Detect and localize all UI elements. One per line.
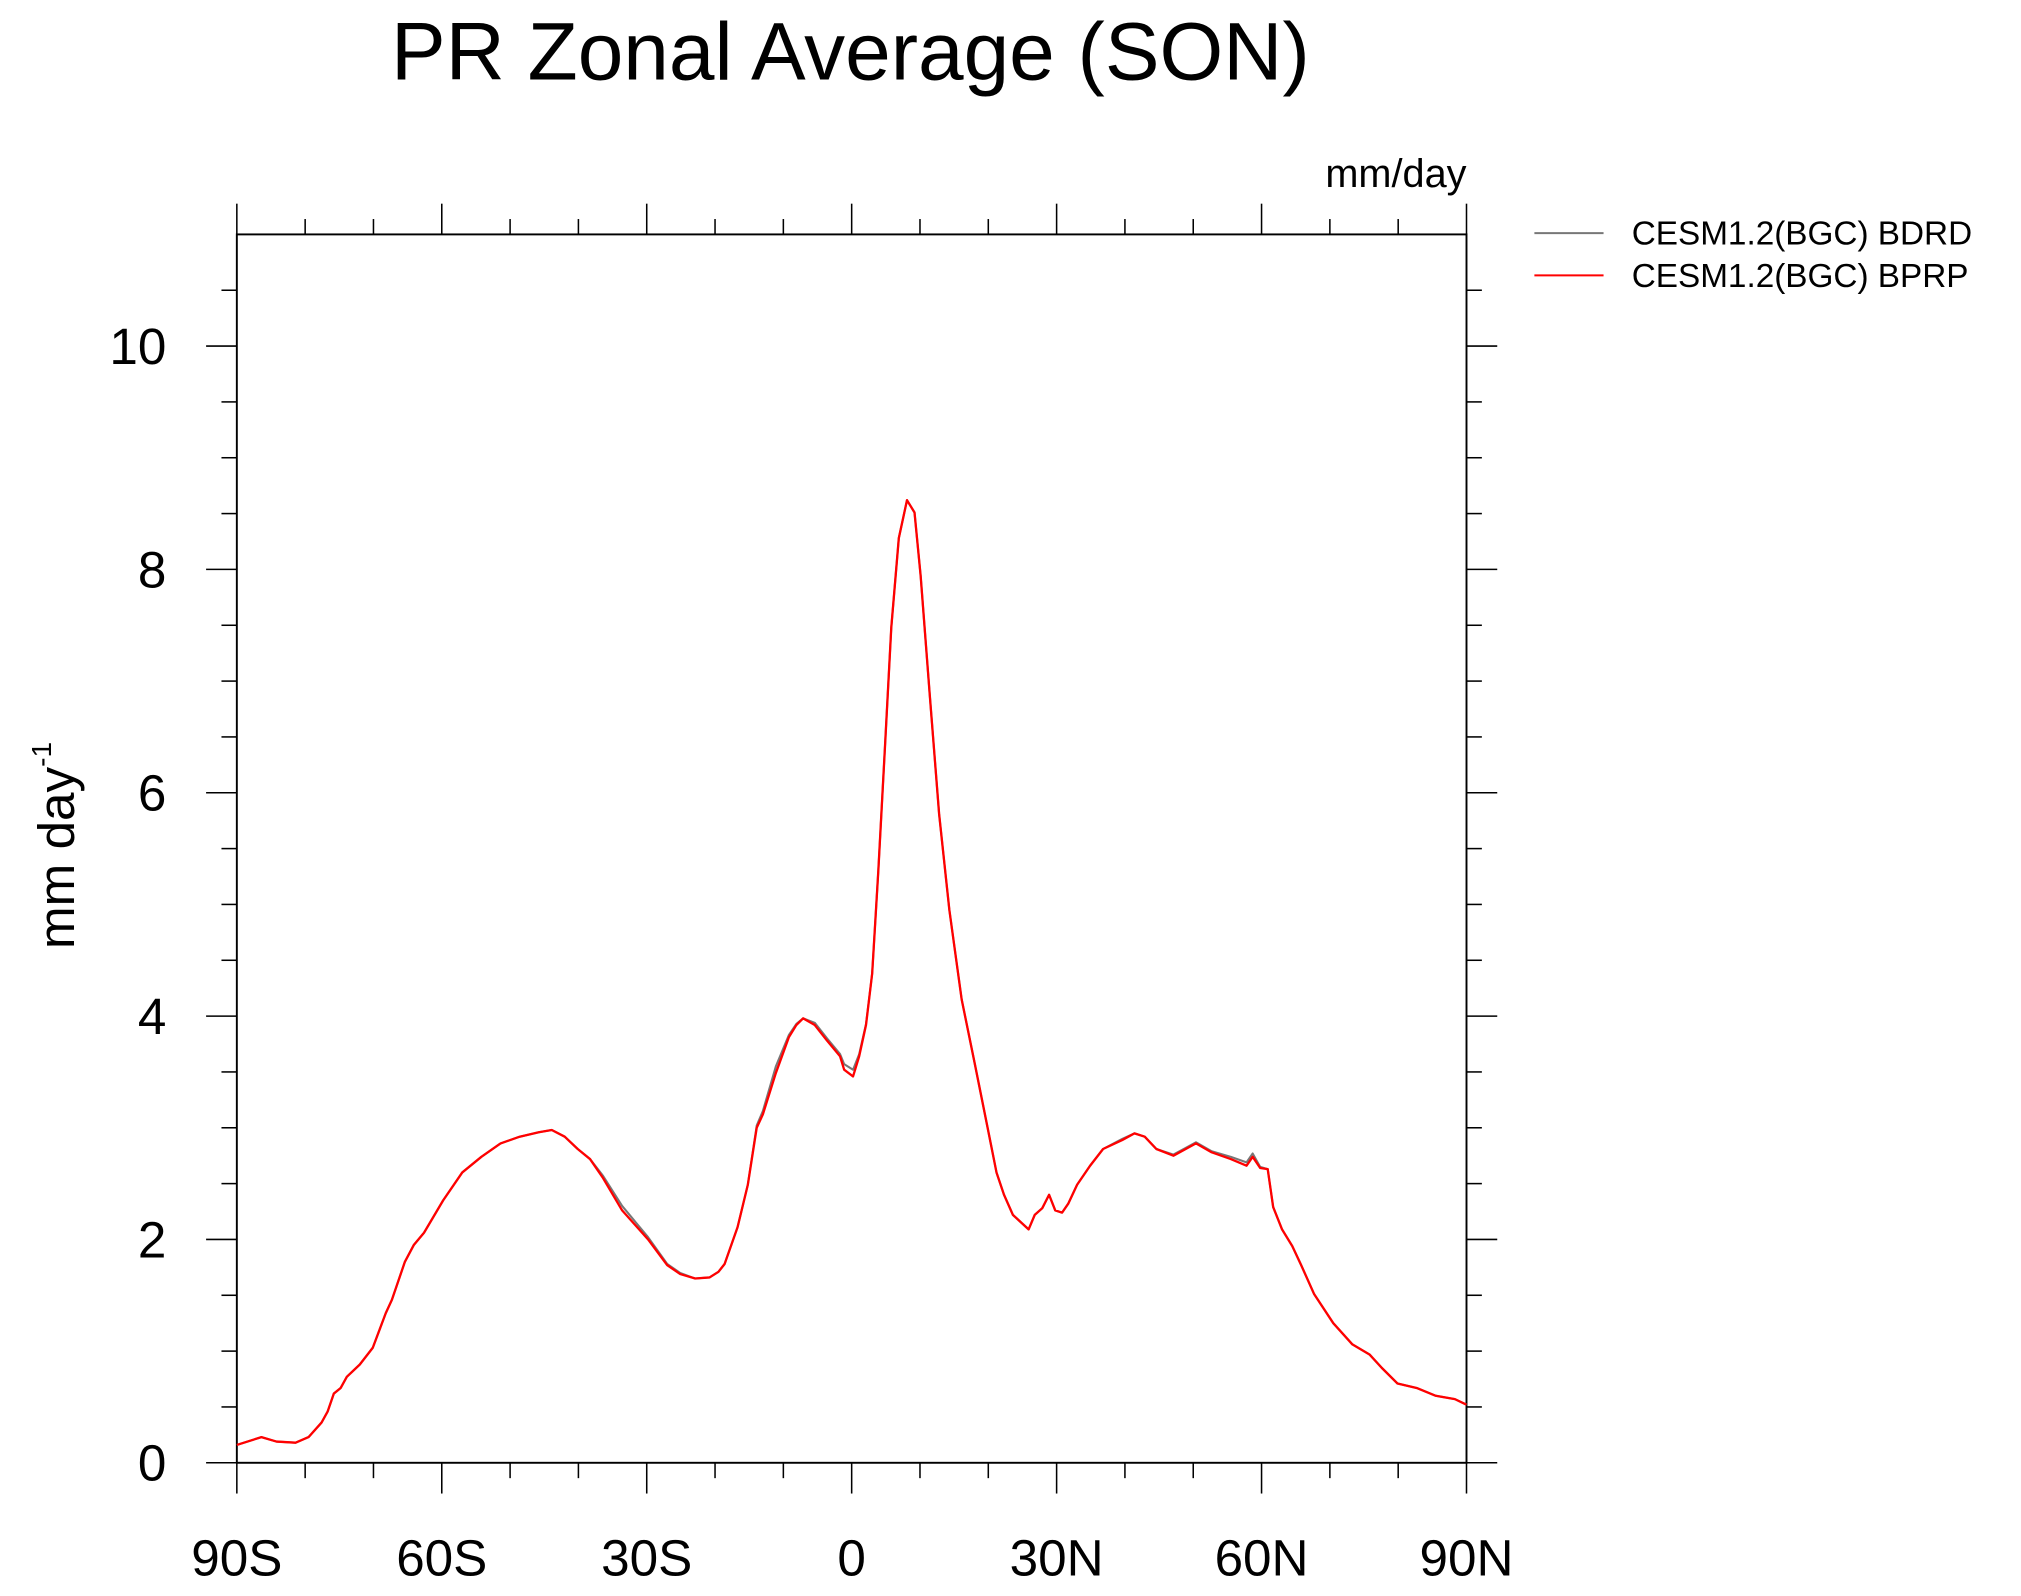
y-axis-label-superscript: -1 xyxy=(25,742,57,767)
x-tick-label: 30S xyxy=(601,1530,692,1587)
y-tick-label: 8 xyxy=(138,541,167,598)
x-tick-label: 30N xyxy=(1010,1530,1104,1587)
legend-label: CESM1.2(BGC) BPRP xyxy=(1632,258,1969,295)
plot-frame xyxy=(235,233,1468,1464)
y-tick-label: 6 xyxy=(138,765,167,822)
y-axis-label-text: mm day xyxy=(28,766,85,949)
x-tick-label: 90N xyxy=(1420,1530,1514,1587)
x-tick-label: 90S xyxy=(191,1530,282,1587)
y-tick-label: 2 xyxy=(138,1211,167,1268)
units-label: mm/day xyxy=(1325,152,1466,196)
chart-title: PR Zonal Average (SON) xyxy=(391,6,1310,97)
data-line xyxy=(236,499,1467,1446)
y-tick-label: 10 xyxy=(109,318,166,375)
x-tick-label: 60N xyxy=(1215,1530,1309,1587)
y-axis-label: mm day-1 xyxy=(25,742,85,949)
y-tick-label: 4 xyxy=(138,988,167,1045)
y-tick-label: 0 xyxy=(138,1435,167,1492)
legend-label: CESM1.2(BGC) BDRD xyxy=(1632,216,1972,253)
x-tick-label: 60S xyxy=(396,1530,487,1587)
data-line xyxy=(236,499,1467,1447)
x-tick-label: 0 xyxy=(837,1530,866,1587)
